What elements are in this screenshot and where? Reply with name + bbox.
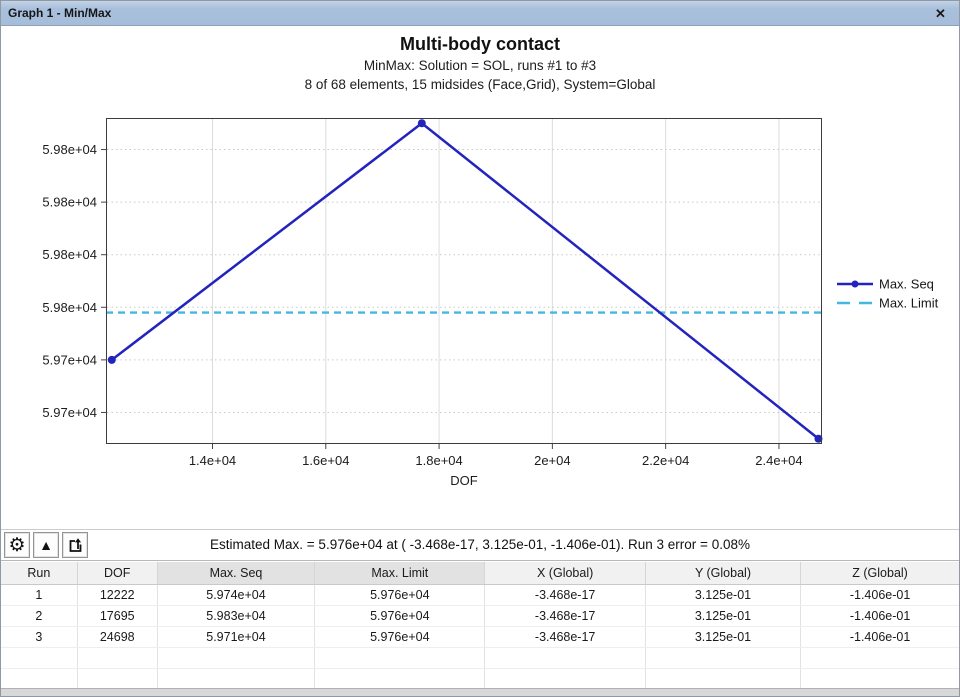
table-cell: 5.983e+04: [157, 605, 316, 627]
column-header[interactable]: Max. Seq: [157, 562, 316, 585]
x-tick-label: 1.6e+04: [302, 453, 349, 468]
table-cell: -3.468e-17: [484, 605, 646, 627]
table-cell: -3.468e-17: [484, 584, 646, 606]
table-cell: [1, 647, 78, 669]
chart-legend: Max. Seq Max. Limit: [837, 277, 939, 311]
table-cell: 5.976e+04: [314, 626, 486, 648]
x-tick-label: 2.2e+04: [642, 453, 689, 468]
gridlines: [107, 119, 821, 443]
table-cell: [800, 668, 959, 690]
y-tick-label: 5.98e+04: [42, 142, 97, 157]
table-cell: 1: [1, 584, 78, 606]
x-axis-title: DOF: [450, 473, 478, 488]
table-cell: -3.468e-17: [484, 626, 646, 648]
legend-label-max-limit: Max. Limit: [879, 296, 939, 311]
x-tick-label: 2e+04: [534, 453, 571, 468]
export-window-icon: [69, 537, 81, 552]
data-point-marker: [814, 434, 823, 443]
table-cell: [314, 668, 486, 690]
table-cell: 3: [1, 626, 78, 648]
data-point-marker: [107, 355, 116, 364]
table-cell: 2: [1, 605, 78, 627]
legend-marker-dot: [851, 280, 859, 288]
x-tick-label: 2.4e+04: [755, 453, 802, 468]
data-point-marker: [417, 119, 426, 128]
table-cell: 3.125e-01: [645, 584, 802, 606]
table-cell: 3.125e-01: [645, 605, 802, 627]
table-cell: [645, 647, 802, 669]
window-title: Graph 1 - Min/Max: [8, 6, 112, 20]
table-cell: [157, 668, 316, 690]
x-tick-label: 1.8e+04: [415, 453, 462, 468]
table-head: Run DOF Max. Seq Max. Limit X (Global) Y (Glo…: [1, 562, 959, 585]
table-cell: [1, 668, 78, 690]
triangle-up-icon: ▲: [39, 537, 53, 553]
toolbar-separator-top: [1, 529, 959, 530]
table-cell: 17695: [77, 605, 158, 627]
y-tick-label: 5.97e+04: [42, 352, 97, 367]
table-row[interactable]: 1 12222 5.974e+04 5.976e+04 -3.468e-17 3.125e…: [1, 584, 959, 606]
table-cell: 3.125e-01: [645, 626, 802, 648]
column-header[interactable]: Run: [1, 562, 78, 585]
close-icon[interactable]: ✕: [931, 4, 950, 23]
table-header-row: Run DOF Max. Seq Max. Limit X (Global) Y (Glo…: [1, 562, 959, 585]
titlebar: Graph 1 - Min/Max ✕: [1, 1, 959, 26]
table-cell: [484, 647, 646, 669]
column-header[interactable]: Y (Global): [645, 562, 802, 585]
table-row-empty[interactable]: [1, 647, 959, 669]
y-tick-label: 5.98e+04: [42, 300, 97, 315]
table-cell: [77, 668, 158, 690]
peak-button[interactable]: ▲: [33, 532, 59, 558]
results-table: Run DOF Max. Seq Max. Limit X (Global) Y (Glo…: [1, 562, 959, 690]
x-tick-label: 1.4e+04: [189, 453, 236, 468]
table-cell: [800, 647, 959, 669]
table-cell: [484, 668, 646, 690]
column-header[interactable]: X (Global): [484, 562, 646, 585]
bottom-strip: [1, 688, 959, 696]
table-cell: [645, 668, 802, 690]
y-tick-label: 5.97e+04: [42, 405, 97, 420]
table-cell: [314, 647, 486, 669]
chart-subtitle-2: 8 of 68 elements, 15 midsides (Face,Grid…: [304, 77, 656, 92]
export-button[interactable]: [62, 532, 88, 558]
table-cell: -1.406e-01: [800, 626, 959, 648]
table-cell: 5.976e+04: [314, 605, 486, 627]
table-cell: 12222: [77, 584, 158, 606]
table-body: 1 12222 5.974e+04 5.976e+04 -3.468e-17 3.125e…: [1, 584, 959, 690]
table-cell: -1.406e-01: [800, 605, 959, 627]
table-cell: -1.406e-01: [800, 584, 959, 606]
column-header[interactable]: Z (Global): [800, 562, 959, 585]
legend-label-max-seq: Max. Seq: [879, 277, 934, 292]
table-separator: [1, 560, 959, 561]
y-tick-label: 5.98e+04: [42, 247, 97, 262]
table-row[interactable]: 2 17695 5.983e+04 5.976e+04 -3.468e-17 3.125e…: [1, 605, 959, 627]
gear-icon: ⚙: [8, 534, 26, 556]
table-row-empty[interactable]: [1, 668, 959, 690]
table-cell: [77, 647, 158, 669]
table-cell: 24698: [77, 626, 158, 648]
column-header[interactable]: DOF: [77, 562, 158, 585]
table-cell: 5.974e+04: [157, 584, 316, 606]
chart-subtitle-1: MinMax: Solution = SOL, runs #1 to #3: [363, 58, 597, 73]
status-text: Estimated Max. = 5.976e+04 at ( -3.468e-…: [210, 537, 750, 552]
table-cell: 5.971e+04: [157, 626, 316, 648]
table-cell: 5.976e+04: [314, 584, 486, 606]
column-header[interactable]: Max. Limit: [314, 562, 486, 585]
plot-border: [106, 118, 822, 444]
axis-labels: 1.4e+04 1.6e+04 1.8e+04 2e+04 2.2e+04 2.4e+04…: [42, 142, 802, 488]
table-cell: [157, 647, 316, 669]
y-tick-label: 5.98e+04: [42, 195, 97, 210]
plot-area: 1.4e+04 1.6e+04 1.8e+04 2e+04 2.2e+04 2.4e+04…: [42, 118, 939, 488]
settings-button[interactable]: ⚙: [4, 532, 30, 558]
chart-title: Multi-body contact: [400, 34, 560, 54]
table-row[interactable]: 3 24698 5.971e+04 5.976e+04 -3.468e-17 3.125e…: [1, 626, 959, 648]
max-seq-line: [111, 121, 820, 440]
